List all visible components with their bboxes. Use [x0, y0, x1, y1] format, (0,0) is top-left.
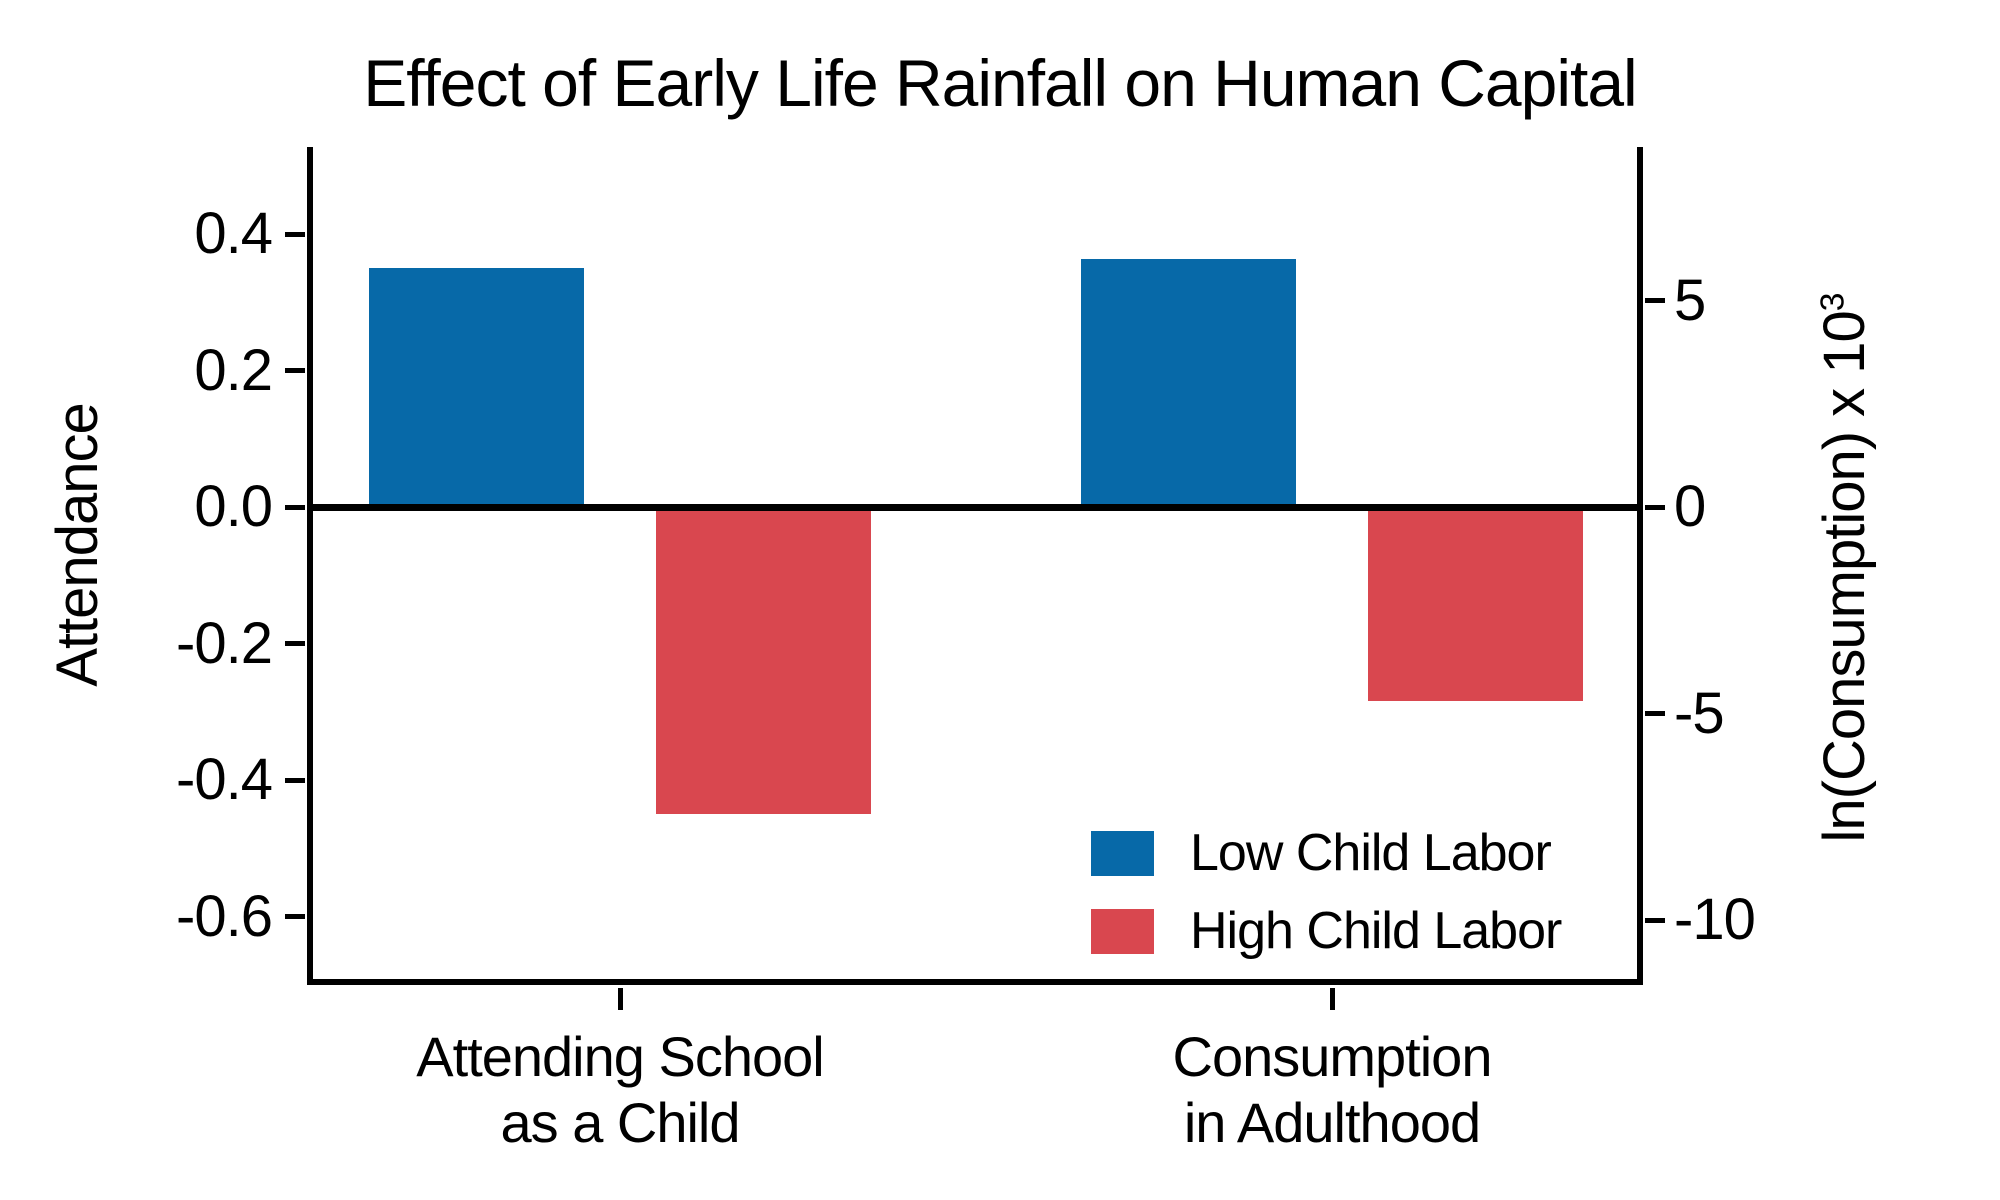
legend-label-high-child-labor: High Child Labor [1190, 902, 1562, 960]
y-tick-right [1645, 711, 1665, 717]
legend-swatch-low-child-labor [1091, 830, 1154, 876]
y-tick-left [285, 777, 305, 783]
x-category-label-consumption: Consumption in Adulthood [1012, 1024, 1652, 1156]
plot-area: Attending School as a Child Consumption in… [176, 147, 1756, 1154]
y-tick-label-left: -0.4 [176, 747, 273, 813]
y-tick-left [285, 914, 305, 919]
y-axis-spine-left [307, 147, 313, 985]
y-tick-label-right: 5 [1674, 267, 1706, 333]
zero-baseline [310, 503, 1640, 511]
x-category-label-line: as a Child [500, 1091, 740, 1154]
x-axis-spine [307, 979, 1643, 985]
y-tick-label-right: 0 [1674, 474, 1706, 540]
y-tick-right [1645, 917, 1665, 923]
x-category-label-line: Attending School [416, 1025, 824, 1088]
x-tick-category-1 [617, 988, 623, 1010]
legend-item-high-child-labor: High Child Labor [1091, 902, 1562, 960]
x-tick-category-2 [1329, 988, 1335, 1010]
y-tick-right [1645, 504, 1665, 510]
y-tick-left [285, 231, 305, 237]
bar-low-child-labor-attending-school [369, 268, 584, 508]
y-tick-right [1645, 298, 1665, 304]
y-tick-label-left: -0.2 [176, 610, 273, 676]
y-tick-label-left: 0.2 [194, 337, 273, 403]
y-axis-label-right: ln(Consumption) x 103 [1812, 293, 1877, 843]
y-tick-left [285, 504, 305, 510]
y-tick-left [285, 641, 305, 647]
y-axis-label-left: Attendance [45, 403, 110, 687]
y-axis-label-right-base: ln(Consumption) x 10 [1812, 311, 1877, 843]
y-axis-label-right-exponent: 3 [1814, 293, 1852, 312]
y-tick-left [285, 368, 305, 374]
x-category-label-line: Consumption [1172, 1025, 1493, 1088]
chart-title: Effect of Early Life Rainfall on Human C… [363, 46, 1637, 120]
legend-swatch-high-child-labor [1091, 908, 1154, 954]
x-category-label-line: in Adulthood [1183, 1091, 1481, 1154]
legend: Low Child Labor High Child Labor [1091, 827, 1562, 960]
legend-item-low-child-labor: Low Child Labor [1091, 827, 1561, 879]
y-axis-spine-right [1637, 147, 1643, 985]
y-tick-label-left: -0.6 [176, 883, 273, 949]
y-tick-label-left: 0.0 [194, 474, 273, 540]
bar-low-child-labor-consumption [1081, 259, 1296, 508]
x-category-label-attending-school: Attending School as a Child [300, 1024, 940, 1156]
y-tick-label-right: -10 [1674, 887, 1756, 953]
bar-high-child-labor-attending-school [656, 507, 871, 815]
y-tick-label-right: -5 [1674, 680, 1725, 746]
legend-label-low-child-labor: Low Child Labor [1190, 824, 1552, 882]
y-tick-label-left: 0.4 [194, 201, 273, 267]
bar-high-child-labor-consumption [1368, 507, 1583, 702]
